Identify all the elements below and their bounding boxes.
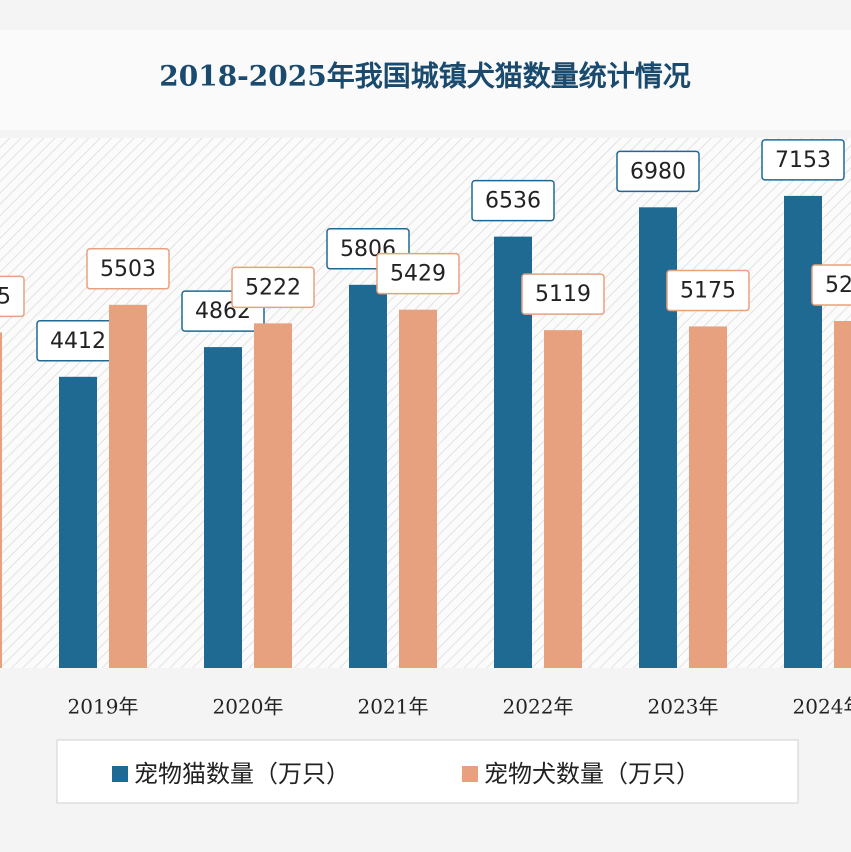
value-label-box [761,139,845,181]
value-label: 7153 [775,148,831,173]
value-label-box [471,179,555,222]
bar [109,304,147,668]
value-label: 5175 [680,278,736,303]
value-label: 5119 [535,282,591,307]
value-label-box [231,266,315,309]
bar [254,323,292,668]
value-label-box [811,264,851,306]
bar [544,330,582,668]
title-band [0,30,851,130]
x-tick-label: 2024年 [793,695,851,719]
value-label: 6980 [630,159,686,184]
value-label: 6536 [485,189,541,214]
value-label: 5222 [245,275,301,300]
x-tick-label: 2020年 [213,695,284,719]
value-label: 5503 [100,257,156,282]
value-label-box [616,150,700,193]
bar [59,376,97,668]
value-label-box [0,275,25,318]
legend-label: 宠物猫数量（万只） [134,760,350,788]
value-label-box [666,269,750,312]
bar [834,320,851,668]
bar [399,309,437,668]
bar [204,347,242,668]
legend [56,739,799,804]
bar [349,284,387,668]
value-label: 5258 [825,273,851,298]
x-tick-label: 2022年 [503,695,574,719]
value-label: 5429 [390,262,446,287]
bar [0,332,2,668]
x-tick-label: 2021年 [358,695,429,719]
legend-label: 宠物犬数量（万只） [484,760,700,788]
x-tick-label: 2019年 [68,695,139,719]
value-label-box [376,252,460,295]
value-label-box [86,248,170,290]
x-tick-label: 2023年 [648,695,719,719]
bar [689,326,727,668]
value-label: 4412 [50,329,106,354]
legend-swatch [462,766,478,782]
value-label: 5085 [0,284,11,309]
legend-swatch [112,766,128,782]
chart-title: 2018-2025年我国城镇犬猫数量统计情况 [159,60,690,93]
value-label-box [521,273,605,315]
